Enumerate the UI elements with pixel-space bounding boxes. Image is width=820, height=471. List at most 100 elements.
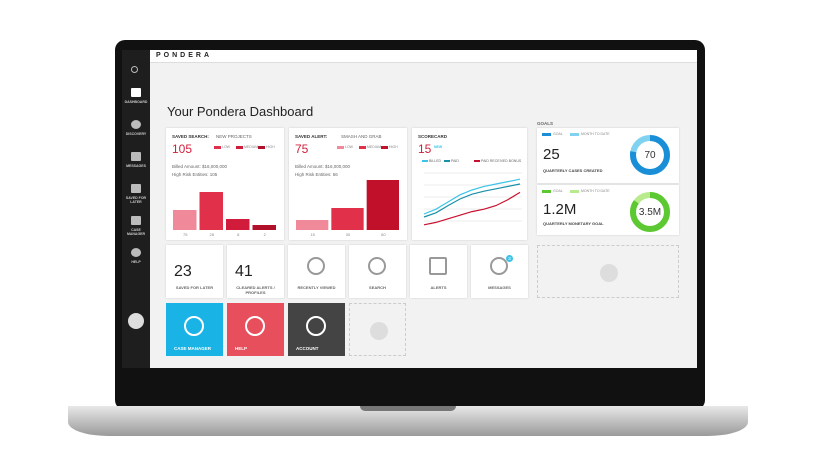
nav-label[interactable]: HELP — [131, 260, 141, 264]
add-tile[interactable] — [349, 303, 406, 356]
legend-label: MONTH TO DATE — [581, 132, 610, 136]
tile[interactable]: ALERTS — [410, 245, 467, 298]
bar-label: 28 — [210, 232, 215, 237]
tile[interactable]: 23 SAVED FOR LATER — [166, 245, 223, 298]
donut: 70 — [630, 135, 670, 175]
nav-label[interactable]: SAVED FOR LATER — [125, 196, 147, 204]
tile-label: MESSAGES — [488, 285, 511, 290]
legend-label: LOW — [345, 145, 353, 149]
goal-card[interactable]: GOAL MONTH TO DATE 25 QUARTERLY CASES CREAT… — [537, 128, 679, 183]
bar-label: 8 — [237, 232, 240, 237]
colored-tile[interactable]: ACCOUNT — [288, 303, 345, 356]
donut-progress — [630, 135, 670, 175]
laptop-notch — [360, 406, 456, 411]
legend-swatch — [444, 160, 450, 162]
line-series — [423, 191, 521, 226]
tile-label: SAVED FOR LATER — [175, 285, 214, 290]
scorecard-badge: NEW — [434, 145, 443, 149]
legend-label: PAID — [451, 159, 459, 163]
tile-count: 23 — [174, 263, 192, 280]
goal-label: QUARTERLY CASES CREATED — [543, 168, 603, 173]
goal-label: QUARTERLY MONETARY GOAL — [543, 221, 604, 226]
bar — [331, 208, 364, 230]
tile-icon — [245, 316, 265, 336]
legend-label: MEDIUM — [244, 145, 259, 149]
colored-tile[interactable]: HELP — [227, 303, 284, 356]
bar — [226, 219, 250, 230]
tile-badge: 3 — [506, 255, 513, 262]
risk: High Risk Entities: 105 — [172, 172, 218, 177]
tile-label: ALERTS — [430, 285, 447, 290]
bar — [199, 192, 223, 230]
legend-swatch — [422, 160, 428, 162]
scorecard[interactable]: SCORECARD 15 NEW BILLED PAID PAID RECEIVED BO… — [412, 128, 527, 240]
tile-label: CASE MANAGER — [174, 346, 212, 351]
legend-label: GOAL — [553, 189, 563, 193]
tile[interactable]: RECENTLY VIEWED — [288, 245, 345, 298]
laptop-base — [68, 406, 748, 436]
line-series — [423, 178, 521, 215]
nav-icon[interactable] — [131, 248, 141, 257]
card-subtitle: SMASH AND GRAB — [341, 134, 382, 139]
tile-label: SEARCH — [369, 285, 386, 290]
nav-icon[interactable] — [131, 152, 141, 161]
brand: PONDERA — [156, 52, 213, 59]
line-chart — [423, 172, 522, 226]
legend-label: PAID RECEIVED BONUS — [481, 159, 522, 163]
tile-count: 41 — [235, 263, 253, 280]
nav-icon[interactable] — [131, 184, 141, 193]
nav-label[interactable]: DISCOVERY — [125, 132, 147, 136]
page-title: Your Pondera Dashboard — [167, 104, 314, 119]
scorecard-count: 15 — [418, 142, 432, 156]
add-tile[interactable] — [537, 245, 679, 298]
tile-icon — [307, 257, 325, 275]
legend-swatch — [542, 133, 551, 136]
donut-center: 70 — [644, 150, 656, 161]
bar-label: 60 — [381, 232, 386, 237]
line-series — [423, 183, 521, 218]
tile-label: HELP — [235, 346, 248, 351]
card-title: SAVED ALERT: — [295, 134, 328, 139]
goal-value: 25 — [543, 146, 560, 163]
nav-label[interactable]: CASE MANAGER — [126, 228, 146, 236]
legend-swatch — [570, 133, 579, 136]
plus-icon — [600, 263, 618, 282]
goal-card[interactable]: GOAL MONTH TO DATE 1.2M QUARTERLY MONETARY … — [537, 185, 679, 235]
legend-swatch — [542, 190, 551, 193]
legend-swatch — [236, 146, 243, 149]
search-icon — [131, 66, 138, 73]
bar-label: 75 — [183, 232, 188, 237]
billed: Billed Amount: $16,000,000 — [172, 164, 228, 169]
tile[interactable]: 3 MESSAGES — [471, 245, 528, 298]
legend-label: LOW — [222, 145, 230, 149]
legend-swatch — [381, 146, 388, 149]
plus-icon — [369, 321, 388, 340]
legend-swatch — [570, 190, 579, 193]
legend-swatch — [359, 146, 366, 149]
nav-icon[interactable] — [131, 120, 141, 129]
nav-label[interactable]: DASHBOARD — [124, 100, 148, 104]
risk: High Risk Entities: 56 — [295, 172, 338, 177]
nav-label[interactable]: MESSAGES — [126, 164, 146, 168]
goals-title: GOALS — [537, 121, 554, 126]
goal-value: 1.2M — [543, 201, 577, 218]
chart-card[interactable]: SAVED ALERT: SMASH AND GRAB 75 LOW MEDIUM HIG… — [289, 128, 407, 240]
legend-swatch — [474, 160, 480, 162]
tile-icon — [429, 257, 447, 275]
tile-label: ACCOUNT — [296, 346, 319, 351]
bar-label: 15 — [310, 232, 315, 237]
donut-center: 3.5M — [639, 207, 661, 218]
nav-icon[interactable] — [131, 216, 141, 225]
nav-icon[interactable] — [131, 88, 141, 97]
legend-label: MEDIUM — [367, 145, 382, 149]
header — [122, 50, 697, 63]
colored-tile[interactable]: CASE MANAGER — [166, 303, 223, 356]
tile[interactable]: SEARCH — [349, 245, 406, 298]
chart-card[interactable]: SAVED SEARCH: NEW PROJECTS 105 LOW MEDIUM HIG… — [166, 128, 284, 240]
tile[interactable]: 41 CLEARED ALERTS / PROFILES — [227, 245, 284, 298]
tile-icon — [368, 257, 386, 275]
tile-icon — [184, 316, 204, 336]
avatar[interactable] — [128, 313, 144, 329]
bar — [173, 210, 197, 230]
